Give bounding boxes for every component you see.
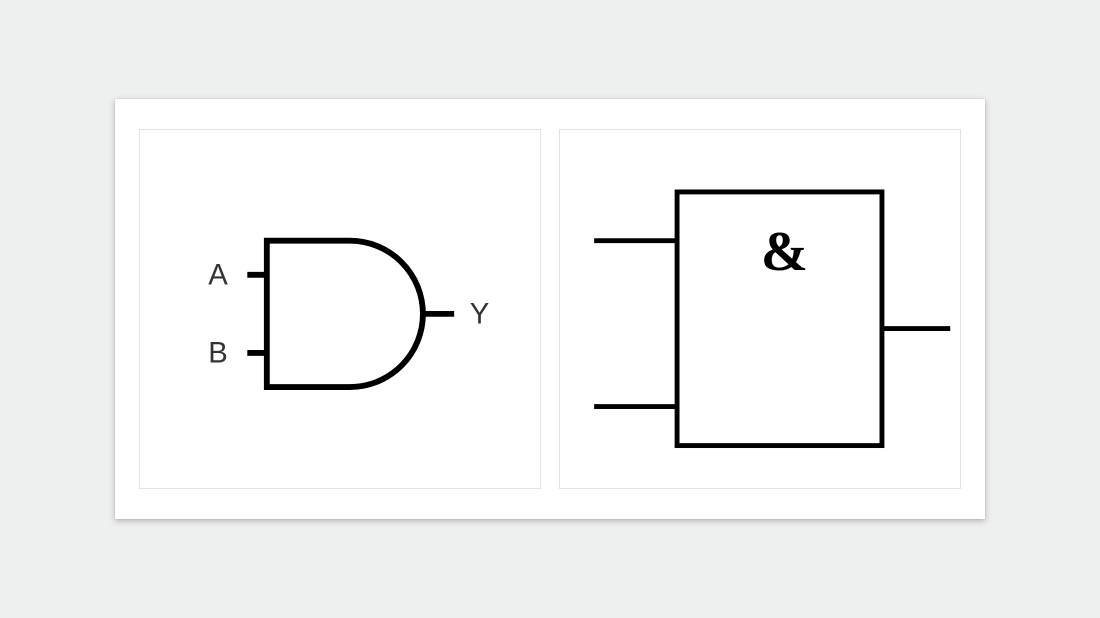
input-a-label: A	[208, 260, 228, 292]
output-y-label: Y	[470, 299, 490, 331]
ansi-and-gate-svg: A B Y	[140, 130, 540, 488]
input-b-label: B	[208, 338, 228, 370]
iec-and-symbol: &	[761, 221, 808, 283]
iec-and-gate-panel: &	[559, 129, 961, 489]
ansi-and-gate-panel: A B Y	[139, 129, 541, 489]
and-gate-body	[267, 241, 423, 387]
iec-and-gate-svg: &	[560, 130, 960, 488]
diagram-card: A B Y &	[115, 99, 985, 519]
